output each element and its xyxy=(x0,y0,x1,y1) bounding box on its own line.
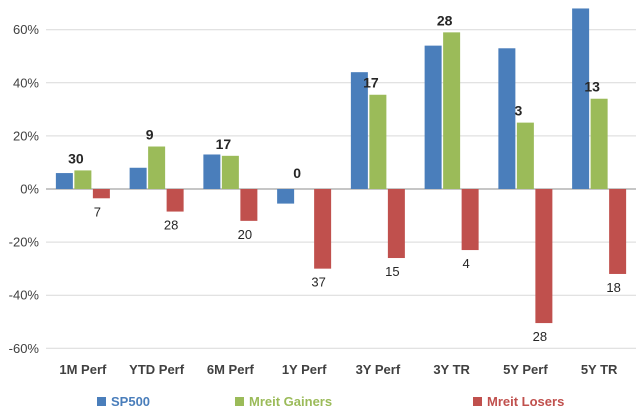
legend-label: Mreit Losers xyxy=(487,394,564,409)
bar-mreit-gainers xyxy=(516,122,534,189)
data-label: 37 xyxy=(311,275,325,290)
y-tick-label: 20% xyxy=(13,128,39,143)
data-label: 30 xyxy=(68,150,84,166)
bar-mreit-gainers xyxy=(74,170,92,189)
x-tick-label: 5Y TR xyxy=(581,362,618,377)
x-axis: 1M Perf YTD Perf 6M Perf 1Y Perf 3Y Perf 3Y T… xyxy=(59,362,618,377)
data-label: 0 xyxy=(293,165,301,181)
bar-mreit-gainers xyxy=(443,32,461,190)
x-tick-label: 5Y Perf xyxy=(503,362,548,377)
bar-mreit-losers xyxy=(535,189,553,324)
bar-sp500 xyxy=(572,8,590,189)
y-axis: -60% -40% -20% 0% 20% 40% 60% xyxy=(9,22,40,356)
bar-sp500 xyxy=(129,167,147,189)
bar-sp500 xyxy=(350,72,368,189)
bar-sp500 xyxy=(55,173,73,189)
data-label: 3 xyxy=(514,103,522,119)
bar-sp500 xyxy=(203,154,221,189)
bar-mreit-gainers xyxy=(590,98,608,189)
bar-mreit-losers xyxy=(314,189,332,269)
data-label: 13 xyxy=(584,79,600,95)
bar-sp500 xyxy=(498,48,516,189)
legend: SP500 Mreit Gainers Mreit Losers xyxy=(97,394,564,409)
legend-swatch xyxy=(235,397,244,406)
legend-label: SP500 xyxy=(111,394,150,409)
bar-sp500 xyxy=(277,189,295,204)
bar-mreit-losers xyxy=(240,189,258,221)
data-label: 17 xyxy=(363,75,379,91)
data-label: 20 xyxy=(238,227,252,242)
x-tick-label: 3Y TR xyxy=(433,362,470,377)
bar-mreit-gainers xyxy=(369,94,387,189)
legend-label: Mreit Gainers xyxy=(249,394,332,409)
bar-mreit-gainers xyxy=(148,146,166,189)
data-label: 7 xyxy=(94,204,101,219)
bar-mreit-losers xyxy=(461,189,479,251)
bar-mreit-losers xyxy=(387,189,405,259)
x-tick-label: 3Y Perf xyxy=(356,362,401,377)
data-label: 28 xyxy=(437,12,453,28)
y-tick-label: -40% xyxy=(9,288,40,303)
x-tick-label: YTD Perf xyxy=(129,362,185,377)
x-tick-label: 1M Perf xyxy=(59,362,107,377)
bar-mreit-losers xyxy=(609,189,627,274)
y-tick-label: -20% xyxy=(9,235,40,250)
bar-mreit-gainers xyxy=(221,155,239,189)
y-tick-label: 40% xyxy=(13,75,39,90)
x-tick-label: 6M Perf xyxy=(207,362,255,377)
data-label: 17 xyxy=(216,136,232,152)
bar-sp500 xyxy=(424,45,442,189)
bar-mreit-losers xyxy=(92,189,110,199)
legend-swatch xyxy=(97,397,106,406)
data-label: 18 xyxy=(606,280,620,295)
data-label: 28 xyxy=(533,329,547,344)
y-tick-label: 0% xyxy=(20,182,39,197)
data-label: 4 xyxy=(463,256,470,271)
data-label: 15 xyxy=(385,264,399,279)
y-tick-label: -60% xyxy=(9,341,40,356)
bars xyxy=(55,8,627,324)
data-label: 9 xyxy=(146,127,154,143)
data-label: 28 xyxy=(164,218,178,233)
x-tick-label: 1Y Perf xyxy=(282,362,327,377)
bar-mreit-losers xyxy=(166,189,184,212)
legend-swatch xyxy=(473,397,482,406)
y-tick-label: 60% xyxy=(13,22,39,37)
